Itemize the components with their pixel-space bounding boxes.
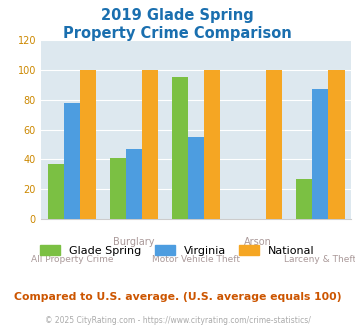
Bar bbox=[142, 70, 158, 219]
Text: Larceny & Theft: Larceny & Theft bbox=[284, 255, 355, 264]
Bar bbox=[204, 70, 220, 219]
Legend: Glade Spring, Virginia, National: Glade Spring, Virginia, National bbox=[36, 241, 319, 260]
Text: Arson: Arson bbox=[244, 238, 272, 248]
Text: Burglary: Burglary bbox=[113, 238, 155, 248]
Bar bbox=[188, 137, 204, 219]
Bar bbox=[64, 103, 80, 219]
Text: Motor Vehicle Theft: Motor Vehicle Theft bbox=[152, 255, 240, 264]
Bar bbox=[80, 70, 96, 219]
Bar bbox=[266, 70, 283, 219]
Bar bbox=[312, 89, 328, 219]
Bar bbox=[328, 70, 345, 219]
Bar bbox=[110, 158, 126, 219]
Bar bbox=[172, 77, 188, 219]
Text: All Property Crime: All Property Crime bbox=[31, 255, 113, 264]
Text: Compared to U.S. average. (U.S. average equals 100): Compared to U.S. average. (U.S. average … bbox=[14, 292, 341, 302]
Bar bbox=[48, 164, 64, 219]
Text: Property Crime Comparison: Property Crime Comparison bbox=[63, 26, 292, 41]
Text: © 2025 CityRating.com - https://www.cityrating.com/crime-statistics/: © 2025 CityRating.com - https://www.city… bbox=[45, 316, 310, 325]
Bar bbox=[296, 179, 312, 219]
Bar bbox=[126, 149, 142, 219]
Text: 2019 Glade Spring: 2019 Glade Spring bbox=[101, 8, 254, 23]
